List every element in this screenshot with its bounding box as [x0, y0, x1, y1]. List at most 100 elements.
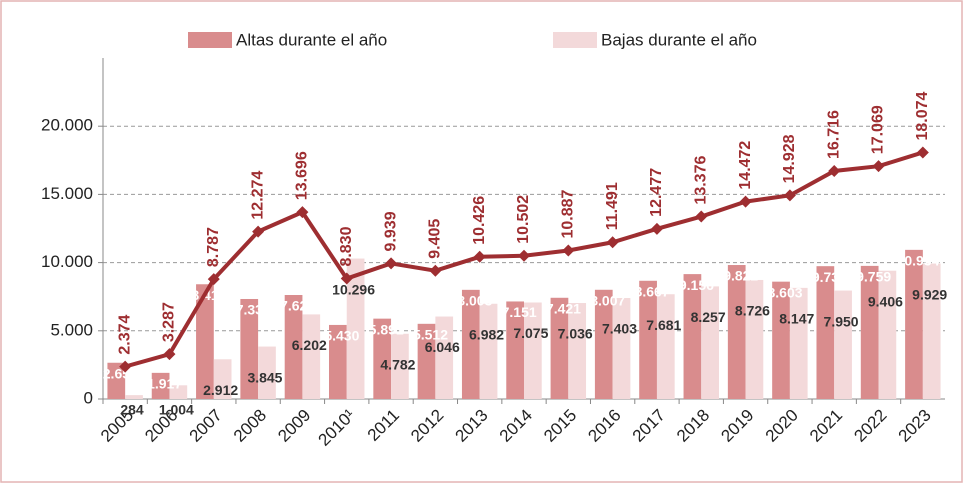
- bar: [479, 303, 498, 399]
- bar-value-label: 9.406: [868, 293, 903, 309]
- bar: [435, 316, 454, 399]
- bar: [107, 362, 126, 399]
- bar: [878, 270, 897, 399]
- line-marker: [518, 249, 530, 262]
- line-marker: [296, 206, 309, 219]
- bar: [391, 333, 409, 399]
- line-value-label: 8.787: [205, 227, 222, 267]
- bar: [550, 297, 569, 399]
- bar-value-label: 5.430: [324, 328, 359, 344]
- bar-value-label: 7.036: [558, 326, 593, 342]
- line-marker: [562, 244, 575, 257]
- bar: [568, 303, 587, 399]
- line-marker: [916, 146, 929, 159]
- legend-label: Bajas durante el año: [601, 30, 757, 49]
- line-value-label: 2.374: [116, 314, 133, 354]
- bar-value-label: 9.738: [812, 269, 847, 285]
- line-marker: [695, 210, 708, 223]
- bar: [196, 284, 214, 399]
- line-value-label: 14.472: [737, 141, 754, 190]
- bar: [524, 302, 542, 399]
- bar: [329, 324, 347, 399]
- line-marker: [385, 257, 398, 270]
- line-value-label: 18.074: [914, 91, 931, 140]
- bar-value-label: 6.046: [425, 339, 460, 355]
- legend-swatch: [553, 32, 597, 48]
- bar-value-label: 284: [120, 402, 144, 418]
- bar-value-label: 8.007: [590, 292, 625, 308]
- y-tick-label: 15.000: [41, 184, 93, 203]
- line-value-label: 10.426: [471, 196, 488, 245]
- bar-value-label: 2.912: [203, 382, 238, 398]
- legend-label: Altas durante el año: [236, 30, 387, 49]
- bar-value-label: 8.667: [635, 283, 670, 299]
- bar-value-label: 10.296: [332, 281, 375, 297]
- bar: [789, 287, 808, 399]
- line-value-label: 3.287: [161, 302, 178, 342]
- bar: [240, 298, 259, 399]
- bar-value-label: 7.681: [646, 317, 681, 333]
- bar-value-label: 8.147: [779, 311, 814, 327]
- bar: [727, 265, 746, 399]
- y-tick-label: 0: [84, 388, 93, 407]
- y-tick-label: 5.000: [50, 320, 93, 339]
- bar-value-label: 9.156: [679, 277, 714, 293]
- bar-value-label: 7.624: [280, 298, 315, 314]
- bar: [816, 266, 835, 399]
- line-marker: [650, 222, 663, 235]
- bar-value-label: 7.950: [824, 313, 859, 329]
- bar: [373, 318, 392, 399]
- bar: [594, 289, 613, 399]
- line-value-label: 8.830: [338, 226, 355, 266]
- bar: [922, 263, 941, 399]
- legend-swatch: [188, 32, 232, 48]
- line-value-label: 10.502: [515, 195, 532, 244]
- bar: [151, 372, 170, 399]
- line-marker: [828, 164, 841, 177]
- bar-value-label: 5.891: [369, 321, 404, 337]
- bar-value-label: 7.075: [513, 325, 548, 341]
- line-marker: [207, 273, 220, 286]
- line-marker: [119, 360, 132, 373]
- bar-value-label: 3.845: [247, 369, 282, 385]
- bar: [461, 289, 480, 399]
- bar: [701, 286, 719, 399]
- line-value-label: 10.887: [560, 189, 577, 238]
- bar-value-label: 8.603: [768, 284, 803, 300]
- bar: [683, 274, 702, 399]
- bar-value-label: 2.658: [103, 365, 138, 381]
- line-marker: [163, 348, 176, 361]
- bar-value-label: 9.759: [856, 269, 891, 285]
- bar: [346, 258, 365, 399]
- bar-value-label: 8.726: [735, 303, 770, 319]
- line-value-label: 13.696: [294, 151, 311, 200]
- bar-value-label: 7.151: [502, 304, 537, 320]
- bar: [169, 385, 188, 399]
- bar-value-label: 9.929: [912, 286, 947, 302]
- bar: [834, 290, 852, 399]
- bar-value-label: 7.421: [546, 300, 581, 316]
- bar-value-label: 8.003: [457, 293, 492, 309]
- bar: [302, 314, 321, 399]
- line-marker: [252, 225, 265, 238]
- line-marker: [429, 264, 442, 277]
- bar-value-label: 6.202: [292, 337, 327, 353]
- bar-value-label: 1.917: [147, 376, 182, 392]
- bar: [772, 281, 790, 399]
- bar-value-label: 5.512: [413, 327, 448, 343]
- bar-value-label: 6.982: [469, 326, 504, 342]
- bar-value-label: 8.257: [691, 309, 726, 325]
- bar: [258, 346, 276, 399]
- bar-value-label: 1.004: [159, 402, 194, 418]
- bar-value-label: 10.934: [897, 253, 940, 269]
- bar: [745, 279, 764, 399]
- bar-value-label: 9.822: [723, 268, 758, 284]
- bar: [612, 298, 631, 399]
- line-marker: [340, 272, 353, 285]
- line-marker: [606, 236, 619, 249]
- line-value-label: 12.477: [648, 168, 665, 217]
- bar: [639, 280, 657, 399]
- line-value-label: 11.491: [604, 182, 621, 230]
- bar-value-label: 7.332: [236, 302, 271, 318]
